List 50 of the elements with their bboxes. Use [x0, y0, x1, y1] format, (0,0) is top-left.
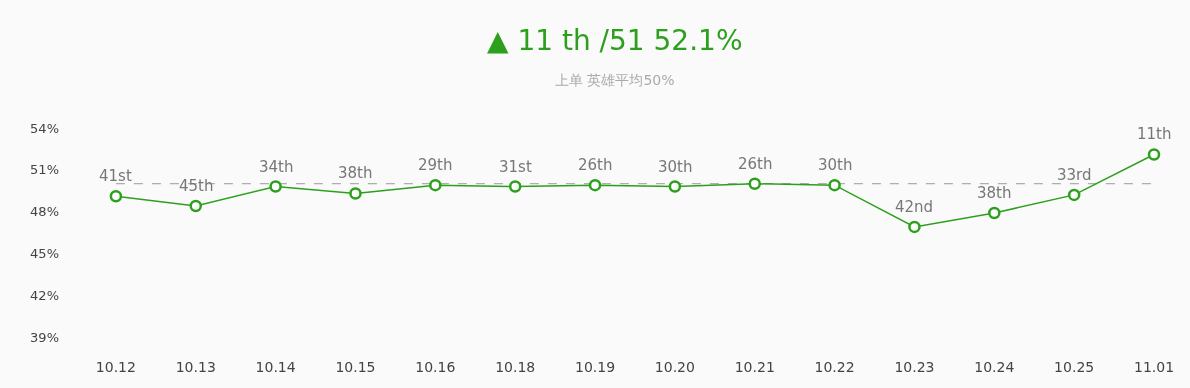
point: [748, 177, 761, 190]
chart-title: ▲ 11 th /51 52.1%: [487, 24, 743, 57]
x-tick-label: 10.21: [734, 359, 775, 375]
x-tick-label: 10.24: [974, 359, 1015, 375]
annotation: 41st: [99, 167, 132, 185]
annotation: 31st: [499, 158, 532, 176]
x-tick-label: 10.25: [1054, 359, 1095, 375]
y-tick-label: 54%: [30, 120, 59, 136]
y-tick-label: 48%: [30, 204, 59, 220]
x-tick-label: 10.12: [95, 359, 136, 375]
x-tick-label: 10.13: [175, 359, 216, 375]
x-tick-label: 10.23: [894, 359, 935, 375]
point: [349, 187, 362, 200]
y-tick-label: 39%: [30, 329, 59, 345]
point: [668, 180, 682, 193]
annotation: 11th: [1137, 125, 1172, 143]
y-tick-label: 42%: [30, 287, 59, 303]
annotation: 45th: [179, 177, 214, 195]
y-tick-label: 45%: [30, 245, 59, 261]
chart-subtitle: 上单 英雄平均50%: [555, 72, 675, 88]
point: [508, 180, 522, 193]
point: [828, 178, 841, 192]
point: [588, 178, 602, 192]
annotation: 30th: [658, 158, 693, 176]
point: [1147, 148, 1161, 161]
x-tick-label: 10.15: [335, 359, 376, 375]
x-tick-label: 10.22: [814, 359, 855, 375]
annotation: 38th: [338, 164, 373, 182]
x-tick-label: 10.20: [654, 359, 695, 375]
x-tick-label: 10.14: [255, 359, 296, 375]
point: [908, 220, 921, 234]
annotation: 38th: [977, 184, 1012, 202]
annotation: 29th: [418, 156, 453, 174]
x-tick-label: 11.01: [1133, 359, 1175, 375]
annotation: 26th: [738, 155, 773, 173]
annotation: 42nd: [895, 198, 934, 216]
point: [1067, 188, 1081, 202]
x-tick-label: 10.19: [574, 359, 616, 375]
point: [109, 190, 123, 203]
point: [988, 206, 1001, 220]
annotation: 34th: [259, 158, 294, 176]
x-tick-label: 10.16: [415, 359, 456, 375]
y-tick-label: 51%: [30, 162, 59, 178]
annotation: 30th: [818, 156, 853, 174]
annotation: 26th: [578, 156, 613, 174]
point: [429, 178, 442, 192]
x-tick-label: 10.18: [495, 359, 536, 375]
annotation: 33rd: [1057, 166, 1092, 184]
point: [189, 199, 203, 213]
point: [269, 180, 282, 193]
